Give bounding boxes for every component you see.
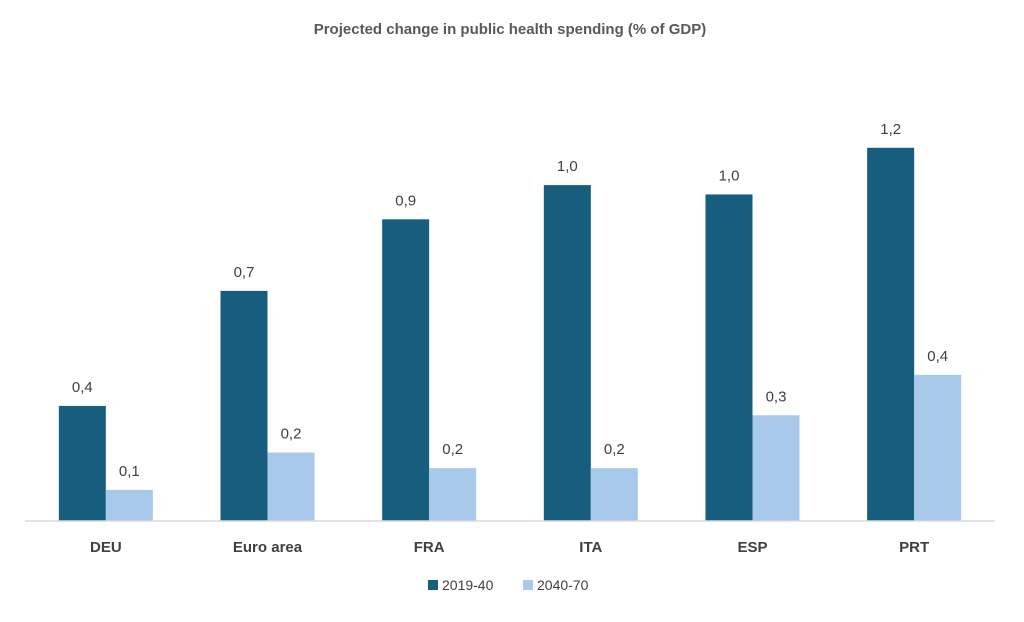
legend-label: 2040-70 bbox=[537, 577, 589, 593]
x-tick-label: Euro area bbox=[233, 539, 303, 556]
legend-swatch bbox=[523, 580, 533, 590]
data-label: 0,2 bbox=[281, 426, 302, 443]
bar-2019-40-ita bbox=[543, 185, 591, 521]
bar-2040-70-fra bbox=[429, 468, 477, 521]
bar-2040-70-esp bbox=[752, 415, 800, 521]
data-label: 0,9 bbox=[395, 192, 416, 209]
bar-2019-40-fra bbox=[382, 219, 430, 521]
bar-2019-40-euro-area bbox=[220, 290, 268, 521]
legend-label: 2019-40 bbox=[442, 577, 494, 593]
bar-2040-70-euro-area bbox=[267, 452, 315, 521]
bar-2019-40-prt bbox=[867, 147, 915, 522]
data-label: 1,0 bbox=[719, 167, 740, 184]
legend: 2019-40 2040-70 bbox=[428, 577, 589, 593]
bar-2019-40-esp bbox=[705, 194, 753, 521]
bar-2040-70-ita bbox=[590, 468, 638, 521]
data-label: 1,2 bbox=[880, 121, 901, 138]
bar-2040-70-deu bbox=[105, 489, 153, 521]
data-label: 0,2 bbox=[442, 441, 463, 458]
bar-2040-70-prt bbox=[914, 374, 962, 521]
data-label: 0,4 bbox=[927, 348, 948, 365]
x-tick-label: PRT bbox=[899, 539, 929, 556]
data-label: 0,4 bbox=[72, 379, 93, 396]
bar-2019-40-deu bbox=[58, 405, 106, 521]
x-tick-label: ESP bbox=[737, 539, 767, 556]
data-label: 0,1 bbox=[119, 463, 140, 480]
data-label: 0,7 bbox=[234, 264, 255, 281]
x-tick-label: ITA bbox=[579, 539, 602, 556]
chart-title: Projected change in public health spendi… bbox=[314, 21, 707, 38]
data-label: 0,2 bbox=[604, 441, 625, 458]
x-tick-label: FRA bbox=[414, 539, 445, 556]
x-tick-label: DEU bbox=[90, 539, 122, 556]
legend-swatch bbox=[428, 580, 438, 590]
data-label: 1,0 bbox=[557, 158, 578, 175]
data-label: 0,3 bbox=[766, 388, 787, 405]
